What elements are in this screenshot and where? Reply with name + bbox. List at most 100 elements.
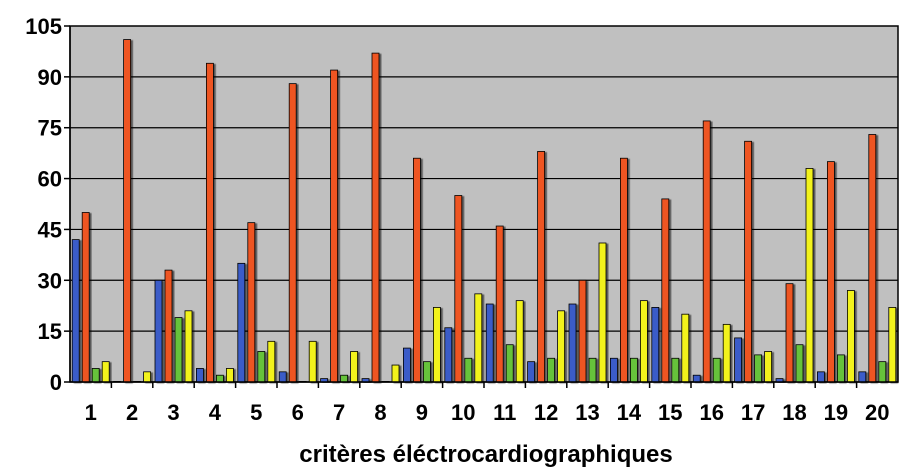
x-tick-label: 10 bbox=[451, 400, 475, 425]
bar-series2-20 bbox=[868, 134, 877, 383]
bar-series4-10 bbox=[474, 293, 483, 383]
bar-series3-20 bbox=[878, 361, 887, 383]
bar-series1-19 bbox=[817, 371, 825, 383]
bar-series1-5 bbox=[237, 262, 246, 383]
bar-series4-17 bbox=[764, 351, 772, 383]
x-tick-label: 3 bbox=[167, 400, 179, 425]
bar-series3-5 bbox=[257, 351, 266, 383]
bar-series2-4 bbox=[205, 62, 214, 383]
y-tick-label: 105 bbox=[25, 14, 62, 39]
bar-series2-5 bbox=[247, 222, 256, 383]
y-tick-label: 75 bbox=[38, 116, 62, 141]
bar-series3-14 bbox=[630, 357, 638, 383]
bar-series4-6 bbox=[308, 340, 317, 383]
bar-series2-19 bbox=[827, 161, 835, 383]
bar-series2-1 bbox=[81, 212, 90, 383]
x-tick-label: 17 bbox=[741, 400, 765, 425]
x-tick-label: 7 bbox=[333, 400, 345, 425]
y-tick-label: 15 bbox=[38, 319, 62, 344]
bar-series4-12 bbox=[557, 310, 565, 383]
bar-series3-13 bbox=[588, 357, 597, 383]
x-tick-label: 12 bbox=[534, 400, 558, 425]
bar-series3-18 bbox=[795, 344, 804, 383]
bar-series3-12 bbox=[547, 357, 555, 383]
bar-series4-2 bbox=[143, 371, 152, 383]
y-tick-label: 0 bbox=[50, 370, 62, 395]
y-tick-label: 45 bbox=[38, 217, 62, 242]
y-tick-label: 60 bbox=[38, 167, 62, 192]
bar-series3-1 bbox=[91, 368, 100, 383]
bar-series4-1 bbox=[101, 361, 110, 383]
bar-series3-3 bbox=[174, 317, 183, 383]
bar-series3-17 bbox=[754, 354, 762, 383]
plot-area bbox=[69, 25, 899, 383]
bar-series3-16 bbox=[712, 357, 721, 383]
bar-series1-6 bbox=[278, 371, 287, 383]
bar-series4-11 bbox=[515, 300, 524, 383]
bar-series1-17 bbox=[734, 337, 742, 383]
bar-series4-7 bbox=[350, 351, 359, 383]
bar-series2-14 bbox=[620, 157, 628, 383]
bars bbox=[71, 39, 897, 383]
bar-series2-18 bbox=[785, 283, 794, 383]
bar-series2-13 bbox=[578, 279, 587, 383]
y-tick-label: 30 bbox=[38, 268, 62, 293]
bar-series3-7 bbox=[340, 374, 349, 383]
bar-series1-9 bbox=[402, 347, 411, 383]
bar-series3-15 bbox=[671, 357, 680, 383]
x-tick-label: 2 bbox=[126, 400, 138, 425]
bar-series1-20 bbox=[858, 371, 867, 383]
bar-series3-10 bbox=[464, 357, 473, 383]
bar-series4-8 bbox=[391, 364, 400, 383]
bar-series4-5 bbox=[267, 340, 276, 383]
x-tick-label: 16 bbox=[699, 400, 723, 425]
y-axis-ticks: 0 15 30 45 60 75 90 105 bbox=[25, 14, 70, 395]
bar-series1-4 bbox=[195, 368, 204, 383]
bar-series4-16 bbox=[722, 323, 731, 383]
bar-series1-12 bbox=[527, 361, 535, 383]
x-tick-label: 18 bbox=[782, 400, 806, 425]
bar-series3-11 bbox=[505, 344, 514, 383]
bar-series2-9 bbox=[412, 157, 421, 383]
x-axis-ticks: 1 2 3 4 5 6 7 8 9 10 11 12 13 14 15 16 17 18 19 20 bbox=[85, 382, 890, 425]
bar-series2-2 bbox=[123, 39, 131, 383]
bar-series4-18 bbox=[805, 167, 814, 383]
x-tick-label: 9 bbox=[416, 400, 428, 425]
bar-series1-13 bbox=[568, 303, 577, 383]
x-tick-label: 14 bbox=[617, 400, 642, 425]
bar-series2-8 bbox=[371, 52, 380, 383]
y-tick-label: 90 bbox=[38, 65, 62, 90]
bar-series3-19 bbox=[837, 354, 845, 383]
bar-series4-19 bbox=[847, 290, 855, 383]
bar-series2-11 bbox=[495, 225, 504, 383]
bar-series4-4 bbox=[225, 368, 234, 383]
bar-series1-1 bbox=[71, 239, 80, 383]
bar-series2-12 bbox=[537, 151, 545, 383]
bar-series4-14 bbox=[640, 300, 648, 383]
bar-series4-3 bbox=[184, 310, 193, 383]
bar-series3-9 bbox=[422, 361, 431, 383]
x-tick-label: 6 bbox=[292, 400, 304, 425]
x-tick-label: 11 bbox=[493, 400, 516, 425]
bar-series1-10 bbox=[444, 327, 453, 383]
bar-series1-14 bbox=[610, 357, 618, 383]
bar-series4-15 bbox=[681, 313, 690, 383]
x-tick-label: 20 bbox=[865, 400, 889, 425]
bar-series1-15 bbox=[651, 307, 660, 383]
bar-series2-10 bbox=[454, 195, 463, 383]
bar-series2-16 bbox=[702, 120, 711, 383]
bar-series4-9 bbox=[432, 307, 441, 383]
bar-series1-11 bbox=[485, 303, 494, 383]
x-tick-label: 1 bbox=[85, 400, 97, 425]
x-tick-label: 15 bbox=[658, 400, 682, 425]
x-tick-label: 13 bbox=[575, 400, 599, 425]
bar-series2-6 bbox=[288, 83, 297, 383]
bar-series2-7 bbox=[330, 69, 339, 383]
bar-series1-3 bbox=[154, 279, 163, 383]
bar-series4-20 bbox=[888, 307, 897, 383]
x-tick-label: 19 bbox=[824, 400, 848, 425]
bar-series4-13 bbox=[598, 242, 607, 383]
bar-series2-17 bbox=[744, 140, 752, 383]
bar-series1-16 bbox=[692, 374, 701, 383]
